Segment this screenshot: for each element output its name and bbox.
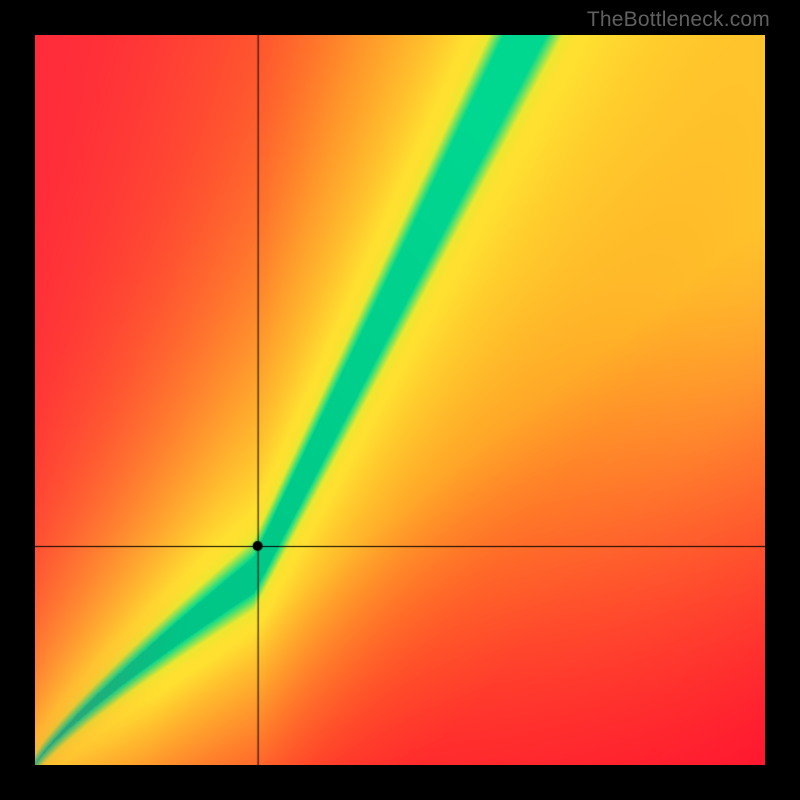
- watermark-text: TheBottleneck.com: [587, 8, 770, 32]
- chart-container: TheBottleneck.com: [0, 0, 800, 800]
- bottleneck-heatmap: [35, 35, 765, 765]
